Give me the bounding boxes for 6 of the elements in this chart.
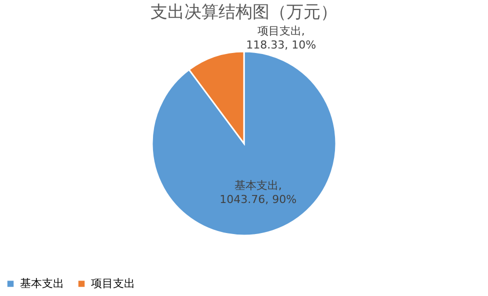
data-label: 基本支出, 1043.76, 90% [220,179,297,206]
pie-slice [151,50,337,236]
legend-label: 项目支出 [91,276,135,290]
legend-label: 基本支出 [20,276,64,290]
chart-title: 支出决算结构图（万元） [150,2,338,22]
data-label: 项目支出, 118.33, 10% [246,24,316,52]
